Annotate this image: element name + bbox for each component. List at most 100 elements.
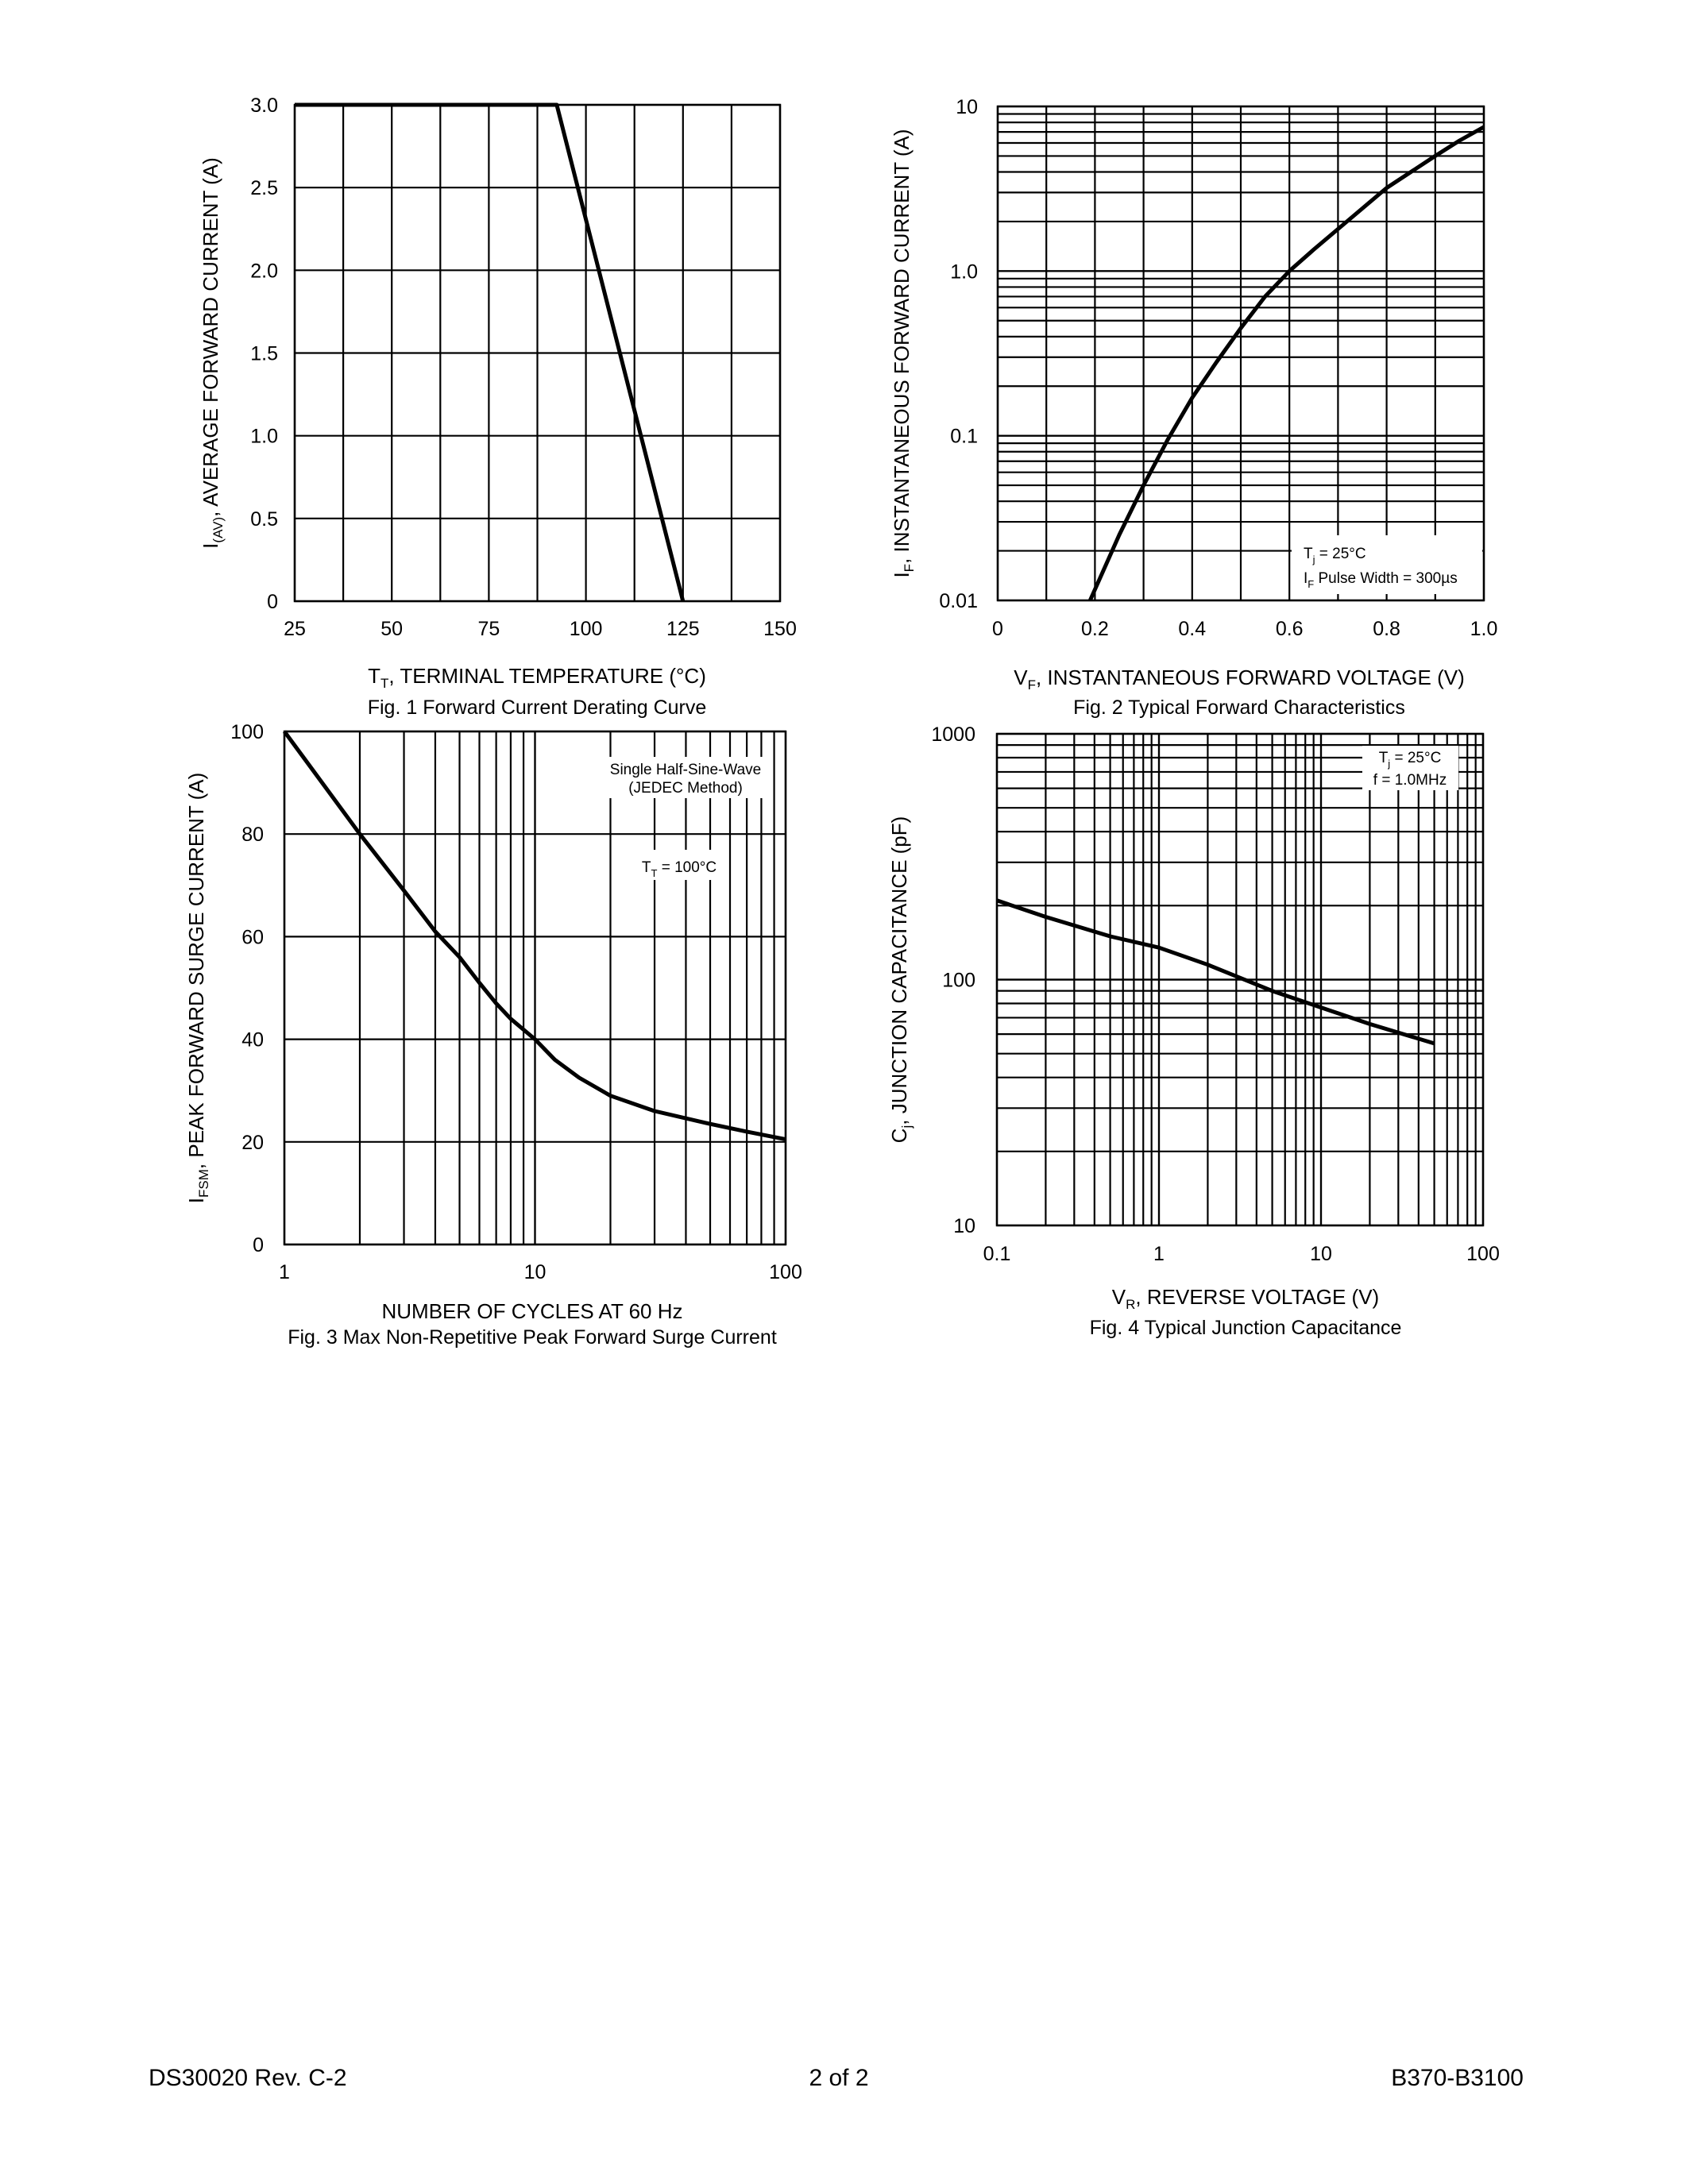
x-tick-label: 0.6: [1276, 618, 1304, 640]
y-axis-title: IF, INSTANTANEOUS FORWARD CURRENT (A): [890, 129, 917, 577]
y-tick-label: 1.0: [250, 426, 278, 448]
annotation-text: Single Half-Sine-Wave: [610, 762, 761, 778]
annotation-background: [1362, 746, 1458, 790]
y-axis-title: IFSM, PEAK FORWARD SURGE CURRENT (A): [184, 773, 211, 1203]
y-axis-title-sub: F: [902, 564, 917, 572]
annotation-text-main: f = 1.0MHz: [1373, 772, 1447, 789]
grid: [283, 730, 787, 1246]
y-tick-label: 1.0: [950, 260, 978, 283]
y-tick-label: 1000: [931, 723, 975, 746]
x-tick-label: 125: [666, 618, 700, 640]
x-axis-title-main: NUMBER OF CYCLES AT 60 Hz: [381, 1299, 682, 1323]
x-tick-label: 1: [1153, 1243, 1165, 1265]
x-axis-title: VF, INSTANTANEOUS FORWARD VOLTAGE (V): [1014, 666, 1465, 693]
annotation-background: [630, 850, 725, 880]
x-tick-label: 1: [279, 1261, 290, 1283]
series-line: [1088, 125, 1485, 602]
annotation-text-sub: F: [1308, 578, 1314, 590]
annotation-text: f = 1.0MHz: [1373, 772, 1447, 789]
x-tick-label: 0.1: [983, 1243, 1011, 1265]
y-axis-title-rest: , AVERAGE FORWARD CURRENT (A): [199, 157, 222, 517]
y-tick-label: 40: [241, 1029, 264, 1051]
x-tick-label: 100: [570, 618, 603, 640]
annotation-text-main: (JEDEC Method): [628, 780, 743, 797]
y-axis-title-main: I: [890, 572, 914, 577]
x-tick-label: 10: [524, 1261, 547, 1283]
y-axis-title-sub: j: [899, 1125, 914, 1129]
y-axis-title-main: I: [184, 1198, 208, 1203]
annotation-text: (JEDEC Method): [628, 780, 743, 797]
annotation-background: [601, 757, 773, 798]
y-axis-title-rest: , JUNCTION CAPACITANCE (pF): [887, 816, 911, 1125]
x-tick-label: 0.2: [1081, 618, 1109, 640]
x-tick-label: 1.0: [1470, 618, 1498, 640]
annotation-text-main: I: [1304, 570, 1308, 587]
annotation-text-main: T: [1379, 750, 1389, 766]
x-axis-title-sub: T: [380, 676, 388, 691]
annotation-text: TT = 100°C: [642, 859, 717, 879]
annotation-text-rest: = 25°C: [1390, 750, 1441, 766]
y-tick-label: 20: [241, 1132, 264, 1154]
footer-part-number: B370-B3100: [1391, 2065, 1524, 2091]
x-axis-title-main: T: [368, 664, 380, 688]
series-line: [996, 898, 1435, 1046]
y-tick-label: 100: [942, 970, 975, 992]
y-tick-label: 2.0: [250, 260, 278, 282]
annotation-text-main: Single Half-Sine-Wave: [610, 762, 761, 778]
footer-page-number: 2 of 2: [809, 2065, 868, 2091]
x-axis-title-main: V: [1112, 1285, 1126, 1309]
x-axis-title-main: V: [1014, 666, 1028, 689]
x-tick-label: 0: [992, 618, 1003, 640]
annotation-text: Tj = 25°C: [1304, 546, 1366, 565]
y-tick-label: 80: [241, 824, 264, 846]
y-axis-title-main: I: [199, 543, 222, 549]
y-axis-title-sub: (AV): [211, 517, 226, 543]
x-axis-title: NUMBER OF CYCLES AT 60 Hz: [381, 1299, 682, 1323]
y-tick-label: 60: [241, 926, 264, 948]
y-tick-label: 0.1: [950, 426, 978, 448]
annotation-text-rest: = 100°C: [657, 859, 717, 876]
figure-caption: Fig. 3 Max Non-Repetitive Peak Forward S…: [288, 1326, 777, 1349]
y-tick-label: 0.5: [250, 508, 278, 531]
x-tick-label: 10: [1310, 1243, 1332, 1265]
y-axis-title-sub: FSM: [196, 1169, 211, 1198]
x-tick-label: 50: [380, 618, 403, 640]
series-line: [295, 102, 686, 602]
x-tick-label: 25: [284, 618, 306, 640]
y-tick-label: 0: [253, 1234, 264, 1256]
x-tick-label: 75: [477, 618, 500, 640]
figure-caption: Fig. 2 Typical Forward Characteristics: [1073, 696, 1405, 719]
x-axis-title-rest: , INSTANTANEOUS FORWARD VOLTAGE (V): [1036, 666, 1465, 689]
x-axis-title-sub: F: [1028, 677, 1036, 693]
annotation-text-sub: j: [1387, 758, 1390, 770]
y-tick-label: 10: [956, 96, 978, 118]
y-axis-title-rest: , INSTANTANEOUS FORWARD CURRENT (A): [890, 129, 914, 563]
x-axis-title: TT, TERMINAL TEMPERATURE (°C): [368, 664, 706, 691]
figure-caption: Fig. 1 Forward Current Derating Curve: [368, 696, 707, 719]
y-axis-title: Cj, JUNCTION CAPACITANCE (pF): [887, 816, 914, 1144]
x-tick-label: 100: [1466, 1243, 1500, 1265]
y-tick-label: 2.5: [250, 177, 278, 199]
x-axis-title-rest: , TERMINAL TEMPERATURE (°C): [388, 664, 705, 688]
x-axis-title-sub: R: [1126, 1297, 1135, 1312]
y-axis-title-rest: , PEAK FORWARD SURGE CURRENT (A): [184, 773, 208, 1169]
x-tick-label: 0.8: [1373, 618, 1400, 640]
x-axis-title-rest: , REVERSE VOLTAGE (V): [1135, 1285, 1379, 1309]
x-axis-title: VR, REVERSE VOLTAGE (V): [1112, 1285, 1379, 1312]
annotation-text-sub: T: [651, 867, 657, 879]
y-tick-label: 3.0: [250, 95, 278, 117]
y-tick-label: 100: [230, 721, 264, 743]
grid: [293, 103, 782, 603]
x-tick-label: 100: [769, 1261, 802, 1283]
grid: [995, 732, 1485, 1227]
chart-fig-3: 1 10 100 0 20 40 60 80 100 NUMBER OF CYCLES AT 60…: [184, 721, 802, 1349]
x-tick-label: 0.4: [1178, 618, 1206, 640]
plot-frame: [995, 732, 1485, 1227]
chart-fig-4: 0.1 1 10 100 10 100 1000 VR, REVERSE VOLTAGE (V…: [887, 723, 1500, 1339]
grid: [996, 105, 1485, 602]
annotation-text-main: T: [642, 859, 651, 876]
x-tick-label: 150: [763, 618, 797, 640]
annotation-text-rest: Pulse Width = 300µs: [1314, 570, 1457, 587]
